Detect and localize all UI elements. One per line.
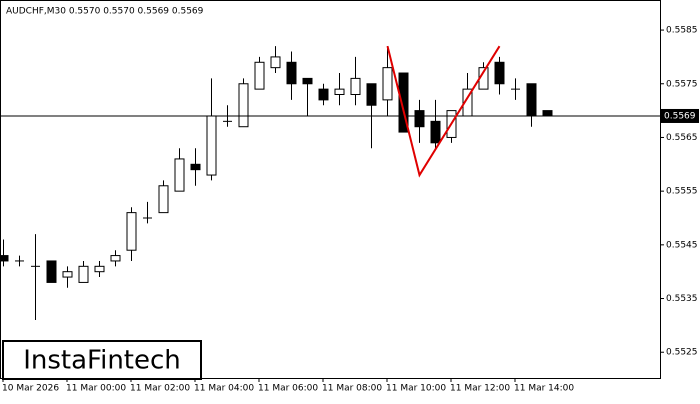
- y-tick-label: 0.5585: [666, 26, 698, 36]
- body: [238, 83, 249, 128]
- x-tick-label: 11 Mar 08:00: [322, 384, 382, 394]
- body: [270, 56, 281, 69]
- body: [318, 88, 329, 101]
- body: [110, 255, 121, 262]
- y-tick-label: 0.5555: [666, 187, 698, 197]
- x-tick-label: 11 Mar 14:00: [514, 384, 574, 394]
- pattern-line: [386, 45, 501, 178]
- x-tick-label: 11 Mar 12:00: [450, 384, 510, 394]
- body: [430, 120, 441, 144]
- body: [94, 265, 105, 273]
- body: [206, 115, 217, 176]
- x-tick-label: 11 Mar 04:00: [194, 384, 254, 394]
- body: [366, 83, 377, 106]
- logo-box: [2, 340, 202, 380]
- body: [174, 158, 185, 192]
- body: [414, 110, 425, 128]
- last-price-label: 0.5569: [664, 111, 696, 121]
- y-tick-label: 0.5545: [666, 240, 698, 250]
- body: [302, 77, 313, 85]
- body: [286, 61, 297, 85]
- body: [542, 110, 553, 117]
- body: [46, 260, 57, 283]
- y-tick-label: 0.5525: [666, 348, 698, 358]
- body: [0, 255, 9, 262]
- x-tick-label: 11 Mar 10:00: [386, 384, 446, 394]
- x-tick-label: 10 Mar 2026: [2, 384, 59, 394]
- x-tick-label: 11 Mar 06:00: [258, 384, 318, 394]
- last-price-box: [661, 108, 699, 123]
- x-tick-label: 11 Mar 00:00: [66, 384, 126, 394]
- y-tick-label: 0.5565: [666, 133, 698, 143]
- body: [526, 83, 537, 117]
- plot-frame: [0, 0, 661, 379]
- body: [158, 185, 169, 214]
- body: [382, 67, 393, 101]
- body: [494, 61, 505, 85]
- body: [254, 61, 265, 90]
- logo: InstaFintech: [23, 346, 181, 376]
- body: [350, 77, 361, 95]
- chart-header: AUDCHF,M30 0.5570 0.5570 0.5569 0.5569: [6, 7, 204, 17]
- body: [62, 271, 73, 278]
- body: [126, 212, 137, 251]
- y-tick-label: 0.5575: [666, 79, 698, 89]
- body: [334, 88, 345, 96]
- y-tick-label: 0.5535: [666, 294, 698, 304]
- x-tick-label: 11 Mar 02:00: [130, 384, 190, 394]
- body: [78, 265, 89, 283]
- body: [190, 163, 201, 171]
- body: [398, 72, 409, 133]
